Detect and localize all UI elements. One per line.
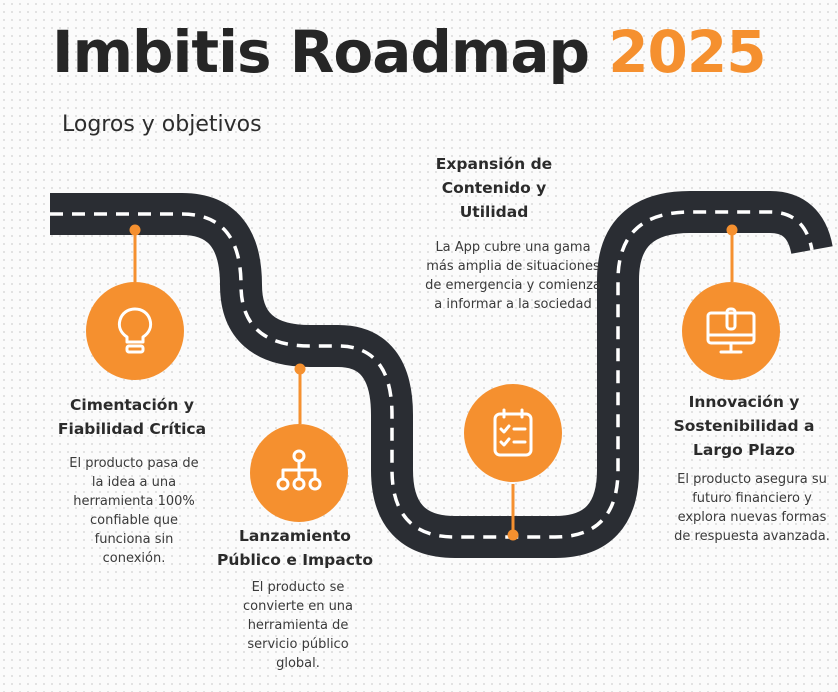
- milestone-3-pin: [507, 529, 519, 541]
- milestone-2-description: El producto se convierte en una herramie…: [242, 580, 354, 671]
- milestone-3-badge: [464, 384, 562, 482]
- checklist-clipboard-icon: [491, 407, 535, 459]
- title-year: 2025: [608, 18, 766, 86]
- page-title: Imbitis Roadmap 2025: [52, 18, 767, 86]
- milestone-2-badge: [250, 424, 348, 522]
- page-subtitle: Logros y objetivos: [62, 112, 262, 137]
- milestone-1-pin: [129, 224, 141, 236]
- road-center-dashes: [50, 210, 814, 539]
- milestone-4-badge: [682, 282, 780, 380]
- milestone-4-description: El producto asegura su futuro financiero…: [674, 472, 830, 544]
- computer-monitor-icon: [705, 307, 757, 355]
- milestone-2-pin: [294, 363, 306, 375]
- network-hierarchy-icon: [275, 448, 323, 498]
- milestone-1-badge: [86, 282, 184, 380]
- milestone-3-title: Expansión de Contenido y Utilidad: [435, 155, 553, 221]
- milestone-2-title: Lanzamiento Público e Impacto: [217, 527, 373, 569]
- milestone-1-description: El producto pasa de la idea a una herram…: [69, 456, 199, 566]
- title-text: Imbitis Roadmap: [52, 18, 590, 86]
- milestone-3-description: La App cubre una gama más amplia de situ…: [425, 240, 601, 312]
- lightbulb-icon: [112, 306, 158, 356]
- milestone-4-pin: [726, 224, 738, 236]
- milestone-4-title: Innovación y Sostenibilidad a Largo Plaz…: [673, 393, 815, 459]
- milestone-1-title: Cimentación y Fiabilidad Crítica: [57, 396, 207, 438]
